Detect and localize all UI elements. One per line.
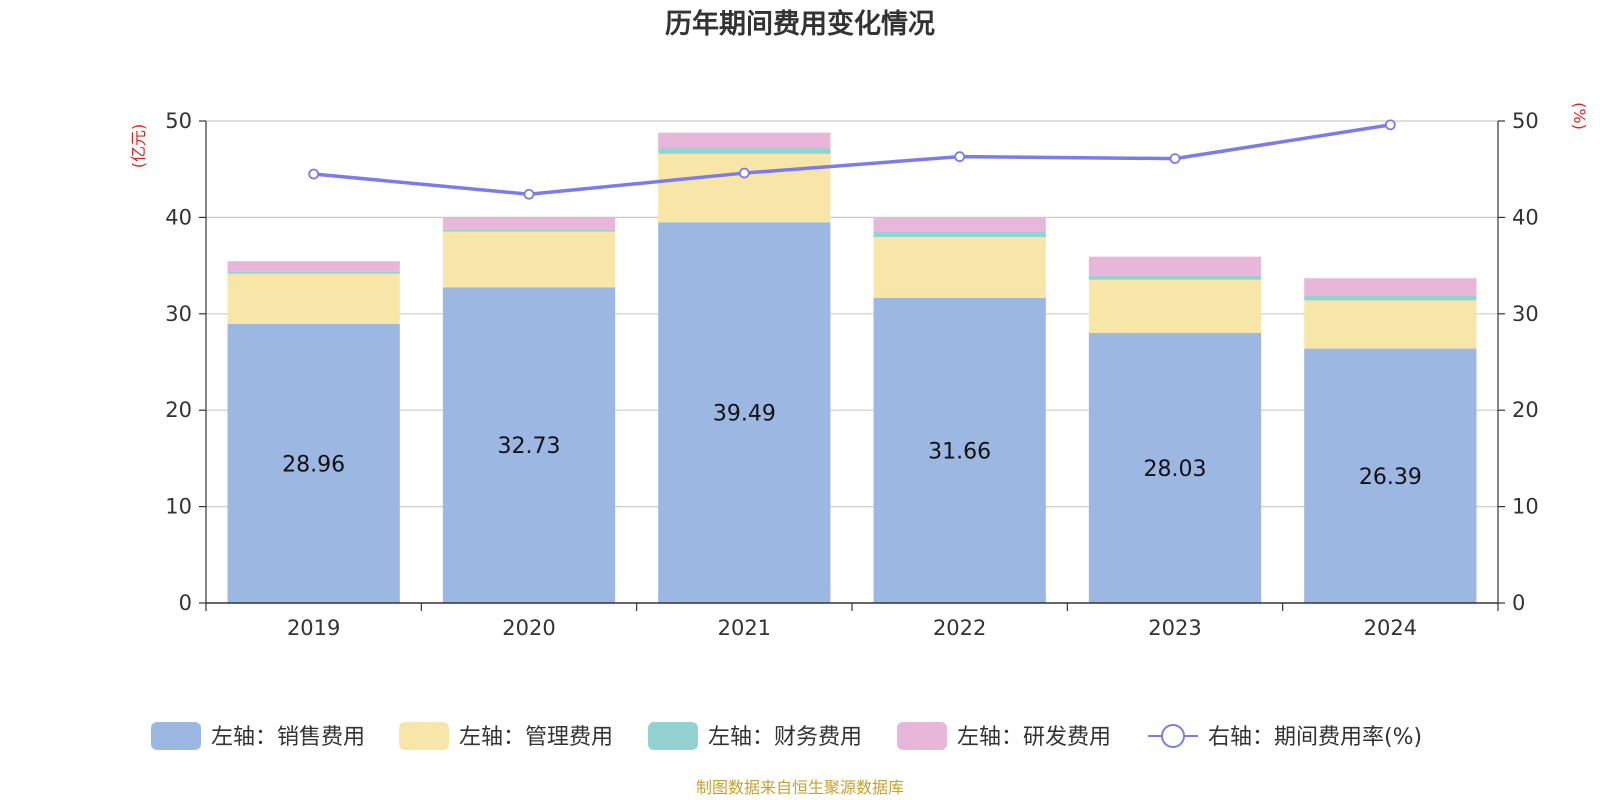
right-tick-label: 30: [1512, 302, 1539, 326]
data-label: 39.49: [713, 402, 776, 427]
axes: 0 10 20 30 40 50 0 10 20 30 40 50 2019 2020 2021 2022 20…: [165, 109, 1538, 640]
bar-segment: [1088, 332, 1262, 603]
bar-segment: [658, 153, 831, 223]
right-tick-label: 50: [1512, 109, 1539, 133]
bar-segment: [1088, 275, 1262, 280]
legend-swatch: [151, 722, 201, 750]
bar-segment: [658, 222, 831, 603]
left-tick-label: 10: [165, 495, 192, 519]
bar-segment: [1088, 256, 1262, 276]
legend-label: 左轴：管理费用: [459, 725, 613, 750]
legend-label: 左轴：销售费用: [211, 725, 365, 750]
bar-segment: [873, 231, 1046, 238]
bar-segment: [1088, 279, 1262, 333]
legend-label: 左轴：研发费用: [957, 725, 1111, 750]
left-tick-label: 20: [165, 398, 192, 422]
x-tick-label: 2022: [933, 616, 986, 640]
bar-series: [227, 132, 1477, 603]
left-tick-label: 50: [165, 109, 192, 133]
data-label: 32.73: [498, 434, 561, 459]
right-tick-label: 40: [1512, 205, 1539, 229]
rate-line: [313, 123, 1391, 197]
left-tick-label: 40: [165, 205, 192, 229]
right-tick-label: 0: [1512, 591, 1525, 615]
left-tick-label: 0: [179, 591, 192, 615]
data-label: 26.39: [1359, 465, 1422, 490]
legend-swatch: [648, 722, 698, 750]
rate-point: [523, 188, 535, 200]
bar-segment: [1304, 278, 1477, 296]
rate-point: [1169, 153, 1181, 164]
x-tick-label: 2021: [718, 616, 771, 640]
legend-swatch: [399, 722, 449, 750]
left-axis-unit: (亿元): [129, 124, 148, 169]
bar-segment: [442, 229, 616, 232]
right-tick-label: 10: [1512, 495, 1539, 519]
bar-segment: [442, 217, 616, 230]
data-label: 28.96: [282, 452, 345, 477]
left-tick-label: 30: [165, 302, 192, 326]
bar-segment: [442, 231, 616, 288]
right-axis-unit: (%): [1570, 102, 1589, 130]
data-label: 31.66: [928, 439, 991, 464]
rate-line-series: [308, 119, 1396, 200]
bar-segment: [227, 323, 400, 603]
legend-marker-swatch: [1161, 724, 1185, 748]
bar-segment: [1304, 348, 1477, 603]
legend-swatch: [897, 722, 947, 750]
x-tick-label: 2023: [1148, 616, 1201, 640]
data-label: 28.03: [1144, 457, 1207, 482]
grid-lines: [206, 120, 1498, 508]
rate-point: [954, 151, 966, 163]
bar-segment: [227, 271, 400, 274]
data-labels: 28.96 32.73 39.49 31.66 28.03 26.39: [282, 402, 1422, 490]
bar-segment: [658, 132, 831, 149]
data-source-note: 制图数据来自恒生聚源数据库: [696, 778, 904, 797]
bar-segment: [1304, 300, 1477, 349]
bar-segment: [227, 273, 400, 324]
x-tick-label: 2024: [1364, 616, 1417, 640]
legend-label: 左轴：财务费用: [708, 725, 862, 750]
rate-point: [738, 167, 750, 179]
legend: 左轴：销售费用 左轴：管理费用 左轴：财务费用 左轴：研发费用 右轴：期间费用率(%): [151, 722, 1422, 750]
bar-segment: [873, 297, 1046, 603]
rate-point: [1384, 119, 1396, 131]
bar-segment: [658, 148, 831, 154]
x-tick-label: 2019: [287, 616, 340, 640]
bar-segment: [1304, 295, 1477, 301]
bar-segment: [227, 261, 400, 272]
bar-segment: [873, 217, 1046, 232]
right-tick-label: 20: [1512, 398, 1539, 422]
x-tick-label: 2020: [502, 616, 555, 640]
rate-point: [308, 168, 320, 180]
bar-segment: [873, 237, 1046, 298]
legend-label: 右轴：期间费用率(%): [1208, 725, 1422, 750]
chart-title: 历年期间费用变化情况: [665, 8, 935, 40]
bar-segment: [442, 287, 616, 603]
